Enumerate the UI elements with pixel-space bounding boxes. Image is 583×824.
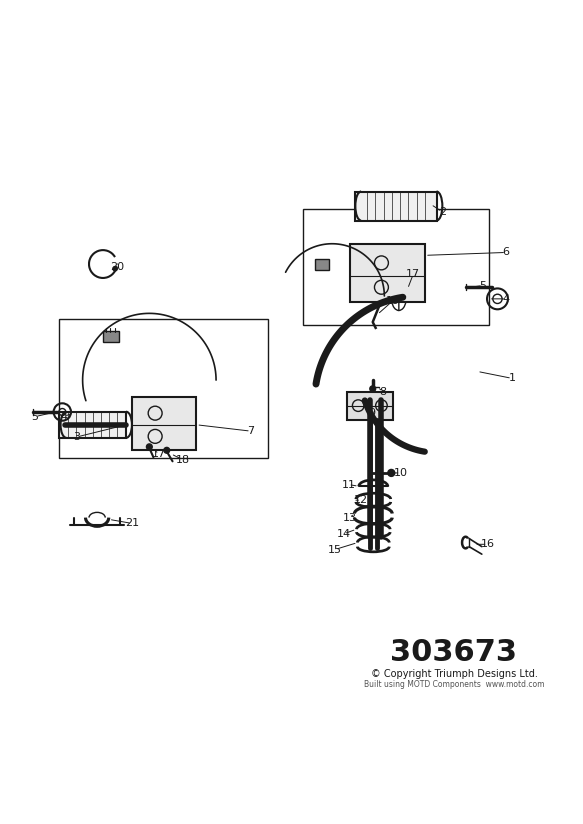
Text: © Copyright Triumph Designs Ltd.: © Copyright Triumph Designs Ltd. <box>371 669 538 679</box>
Text: 12: 12 <box>354 495 368 505</box>
Text: 1: 1 <box>508 373 515 383</box>
Text: 8: 8 <box>380 386 387 396</box>
Circle shape <box>388 470 395 476</box>
Text: 5: 5 <box>479 280 486 291</box>
Text: 5: 5 <box>31 412 38 422</box>
Bar <box>315 260 329 269</box>
Circle shape <box>113 266 117 271</box>
Bar <box>303 209 489 325</box>
Text: 11: 11 <box>342 480 356 489</box>
Text: 7: 7 <box>247 426 254 436</box>
Text: 15: 15 <box>328 545 342 555</box>
Bar <box>103 330 119 343</box>
Text: 17: 17 <box>406 269 420 279</box>
Bar <box>132 397 196 450</box>
Bar <box>355 191 437 221</box>
Circle shape <box>164 447 170 453</box>
Text: 10: 10 <box>394 468 408 478</box>
Text: 2: 2 <box>439 207 446 217</box>
Text: 303673: 303673 <box>391 639 518 667</box>
Bar <box>59 412 126 438</box>
Text: 19: 19 <box>386 296 400 306</box>
Text: 3: 3 <box>73 432 80 442</box>
Bar <box>347 391 393 419</box>
Text: 9: 9 <box>368 408 375 418</box>
Text: 18: 18 <box>175 455 189 465</box>
Text: 20: 20 <box>110 262 125 272</box>
Bar <box>59 319 268 458</box>
Text: 13: 13 <box>343 513 357 522</box>
Text: 4: 4 <box>61 412 68 422</box>
Bar <box>350 244 425 302</box>
Text: Built using MOTD Components  www.motd.com: Built using MOTD Components www.motd.com <box>364 680 544 689</box>
Text: 14: 14 <box>336 529 351 539</box>
Text: 21: 21 <box>125 518 139 528</box>
Text: 17: 17 <box>152 449 166 459</box>
Circle shape <box>370 386 375 391</box>
Text: 16: 16 <box>480 539 494 550</box>
Text: 6: 6 <box>503 247 510 257</box>
Text: 4: 4 <box>503 294 510 304</box>
Circle shape <box>146 444 152 450</box>
